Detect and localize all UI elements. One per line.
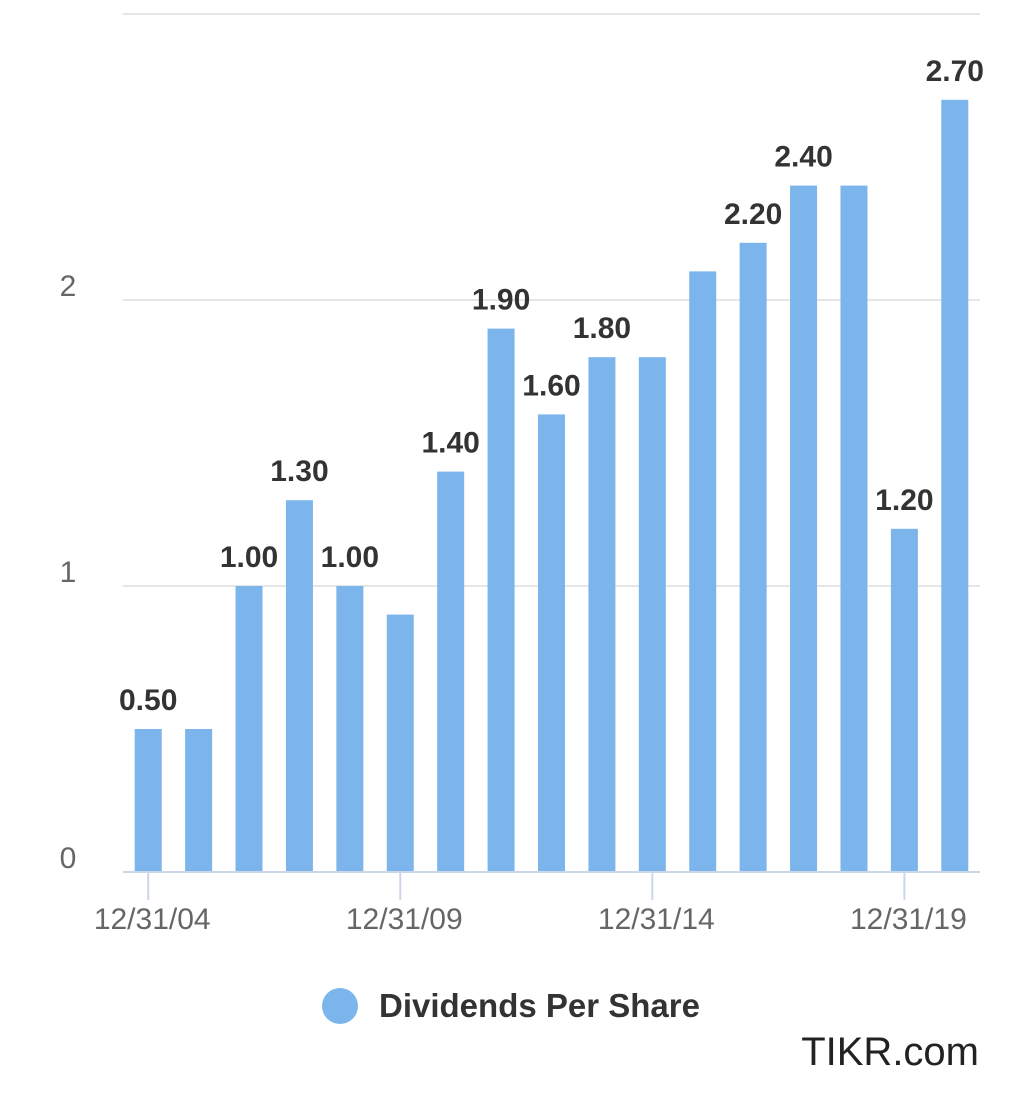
bar[interactable]: [790, 185, 818, 873]
bar[interactable]: [336, 586, 364, 872]
y-tick-label: 1: [60, 556, 77, 589]
bar[interactable]: [134, 729, 162, 872]
bar[interactable]: [638, 357, 666, 872]
bar[interactable]: [941, 99, 969, 873]
bar[interactable]: [588, 357, 616, 872]
data-label: 1.90: [472, 284, 530, 317]
data-label: 1.60: [522, 369, 580, 402]
x-tick-label: 12/31/14: [598, 903, 715, 936]
bar[interactable]: [487, 328, 515, 873]
bar[interactable]: [538, 414, 565, 872]
y-tick-label: 0: [60, 842, 77, 875]
bar[interactable]: [185, 729, 213, 872]
data-label: 1.00: [321, 541, 379, 574]
data-label: 2.20: [724, 198, 782, 231]
data-label: 1.20: [875, 484, 933, 517]
data-label: 1.00: [220, 541, 278, 574]
data-label: 1.40: [421, 427, 479, 460]
bar[interactable]: [890, 528, 918, 872]
data-label: 1.30: [270, 455, 328, 488]
bar[interactable]: [689, 271, 717, 872]
bar[interactable]: [386, 614, 414, 872]
bar[interactable]: [840, 185, 868, 873]
data-label: 2.70: [926, 55, 984, 88]
x-tick-label: 12/31/19: [850, 903, 967, 936]
legend-marker: [322, 988, 358, 1024]
bar[interactable]: [235, 586, 263, 872]
legend-label: Dividends Per Share: [379, 987, 700, 1024]
y-tick-label: 2: [60, 270, 77, 303]
bar[interactable]: [739, 242, 767, 873]
bar[interactable]: [437, 471, 465, 872]
data-label: 1.80: [573, 312, 631, 345]
bar[interactable]: [285, 500, 313, 872]
x-tick-label: 12/31/09: [346, 903, 463, 936]
data-label: 0.50: [119, 684, 177, 717]
x-tick-label: 12/31/04: [94, 903, 211, 936]
chart-legend[interactable]: Dividends Per Share: [322, 986, 700, 1026]
data-label: 2.40: [774, 141, 832, 174]
source-credit: TIKR.com: [801, 1030, 979, 1074]
